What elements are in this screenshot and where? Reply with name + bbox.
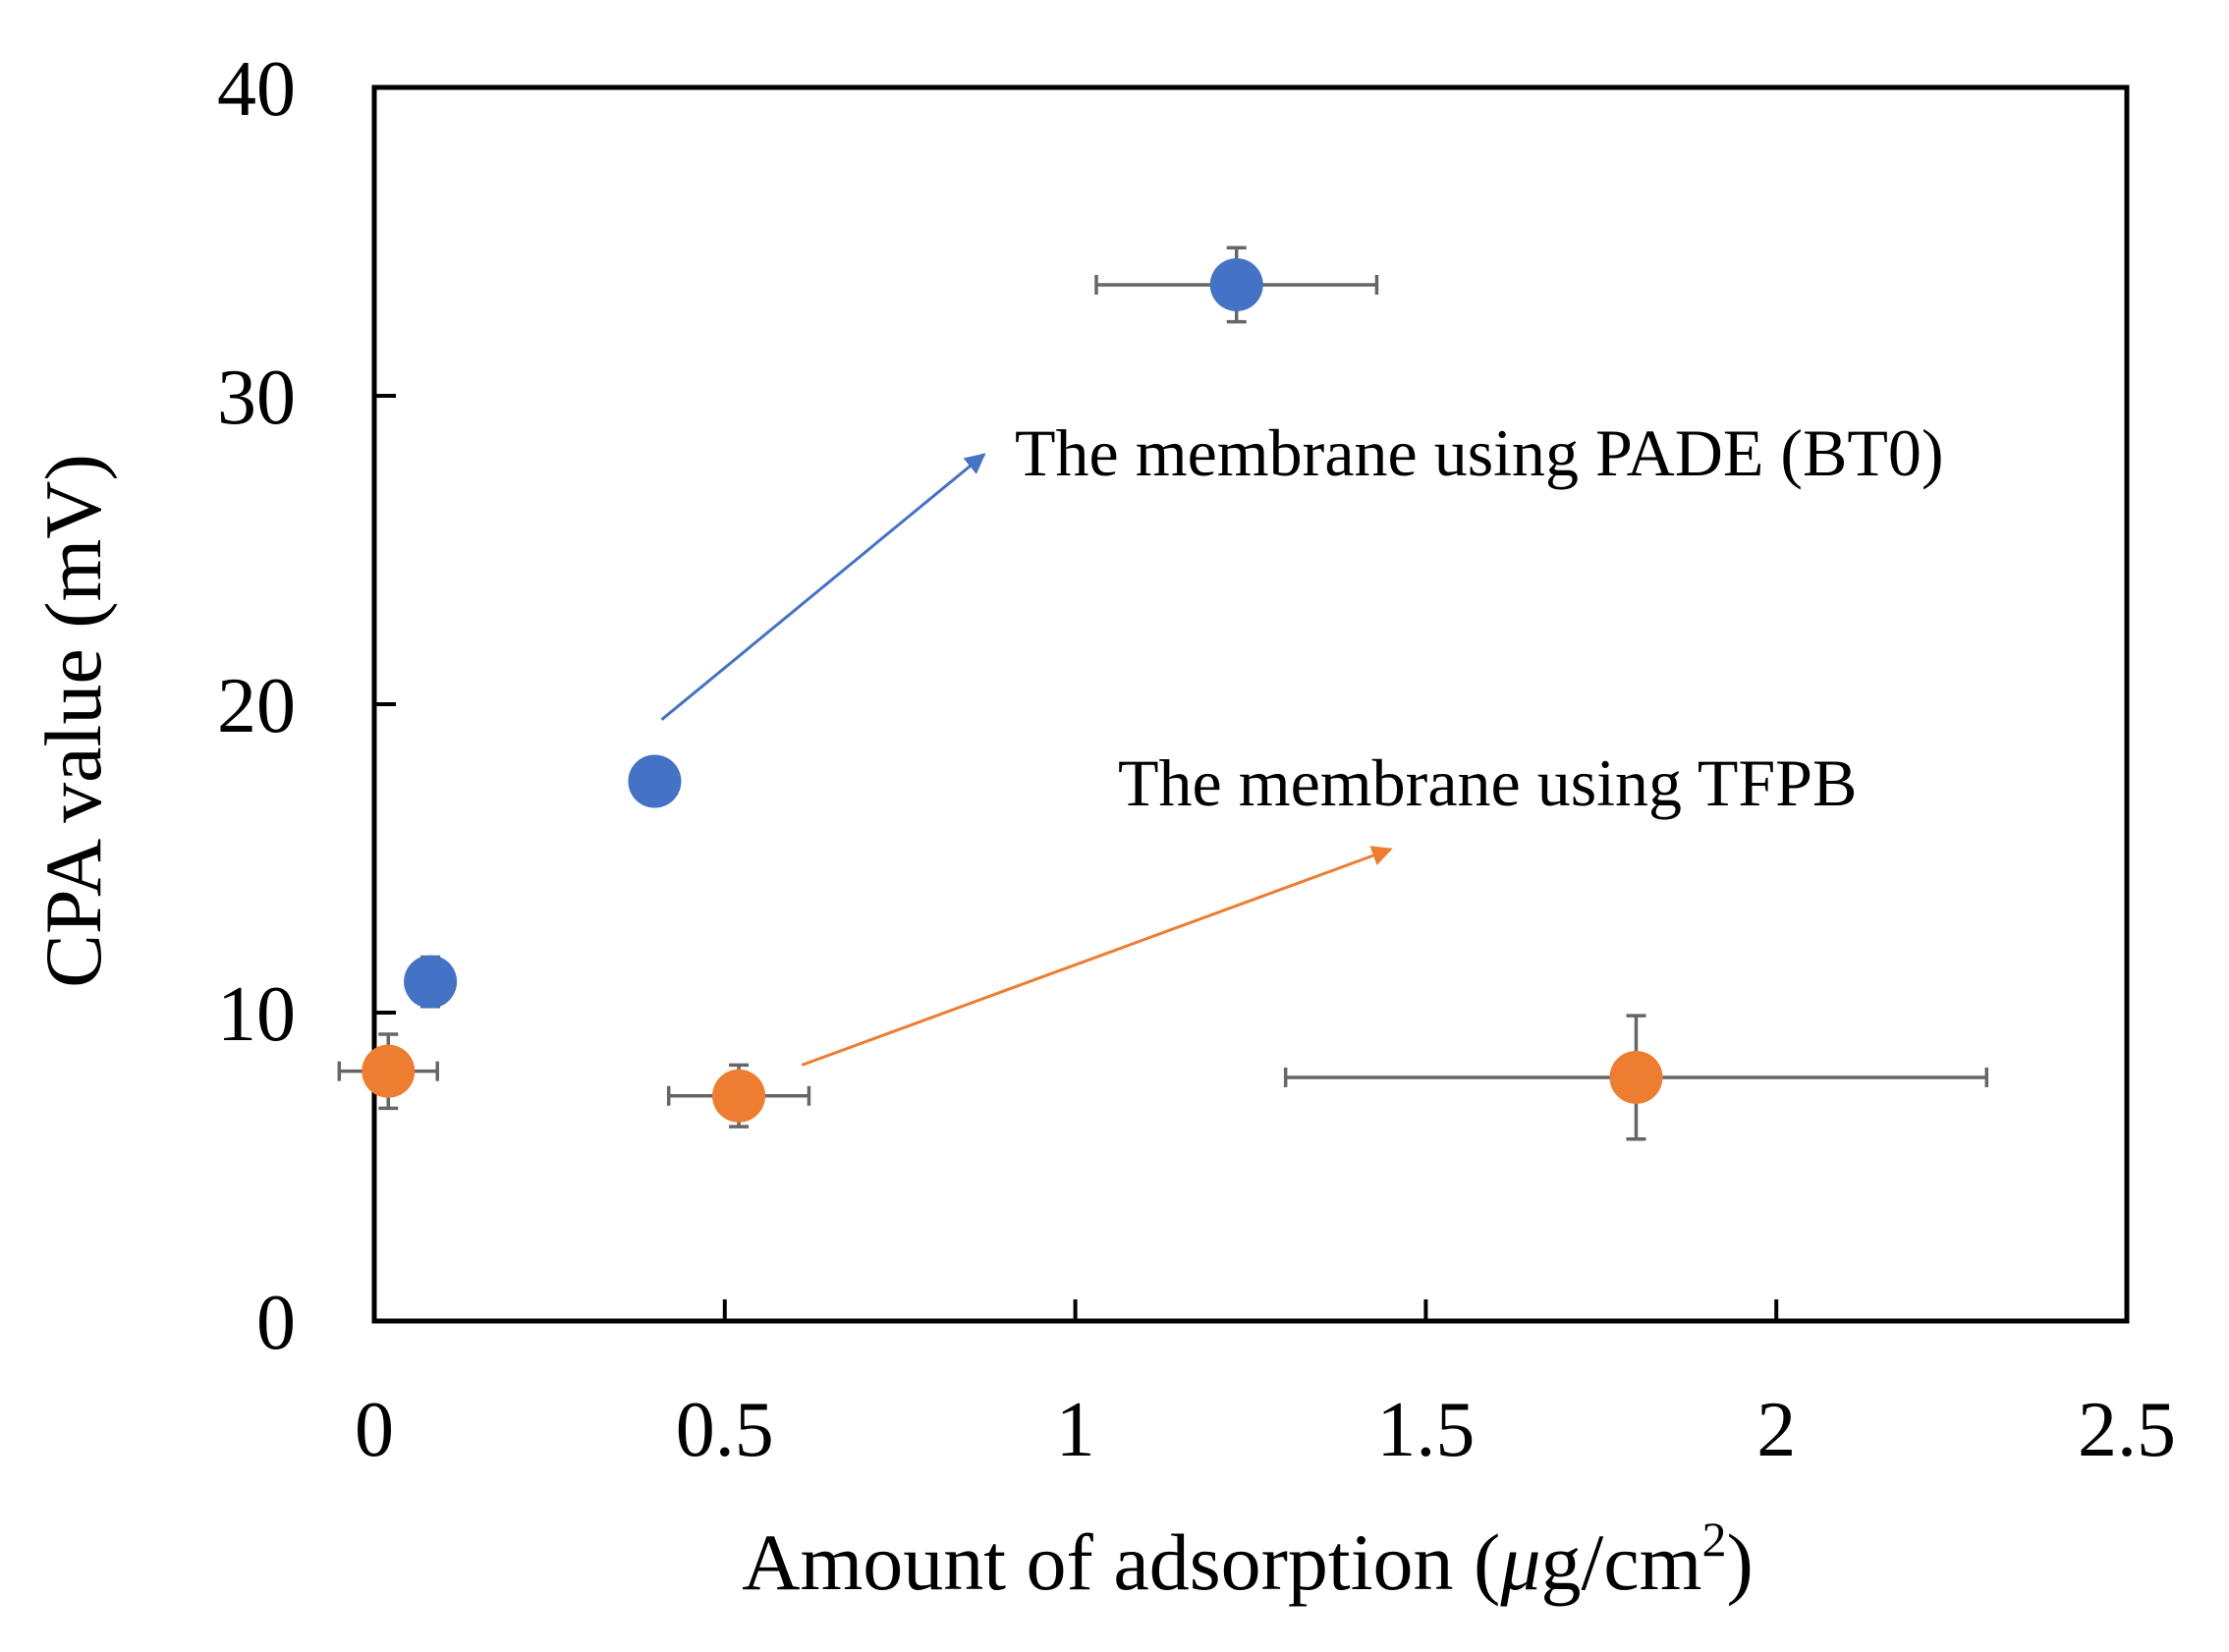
data-point [1209,257,1263,311]
error-bars [337,246,1989,1141]
annotation-arrow [801,846,1393,1067]
x-tick-label: 2.5 [2078,1387,2176,1473]
x-tick-label: 2 [1756,1387,1796,1473]
y-tick-label: 20 [217,663,296,749]
data-point [1609,1050,1663,1104]
y-axis: 0 10 20 30 40 [217,46,396,1366]
x-tick-label: 1.5 [1376,1387,1475,1473]
x-tick-label: 0.5 [676,1387,774,1473]
data-point [628,754,682,808]
y-tick-label: 10 [217,971,296,1058]
annotation-label: The membrane using TFPB [1118,745,1857,820]
data-points [362,257,1663,1123]
data-point [362,1044,416,1098]
y-axis-title: CPA value (mV) [28,454,118,988]
annotation-label: The membrane using PADE (BT0) [1015,415,1944,490]
y-tick-label: 30 [217,355,296,441]
x-axis: 0 0.5 1 1.5 2 2.5 [355,1299,2176,1473]
annotations: The membrane using PADE (BT0) The membran… [660,415,1944,1067]
x-tick-label: 0 [355,1387,394,1473]
x-tick-label: 1 [1056,1387,1095,1473]
annotation-arrow [660,453,986,721]
x-axis-title: Amount of adsorption (μg/cm2) [742,1512,1754,1607]
y-tick-label: 40 [217,46,296,133]
data-point [404,955,458,1009]
y-tick-label: 0 [256,1280,296,1366]
data-point [712,1069,766,1123]
